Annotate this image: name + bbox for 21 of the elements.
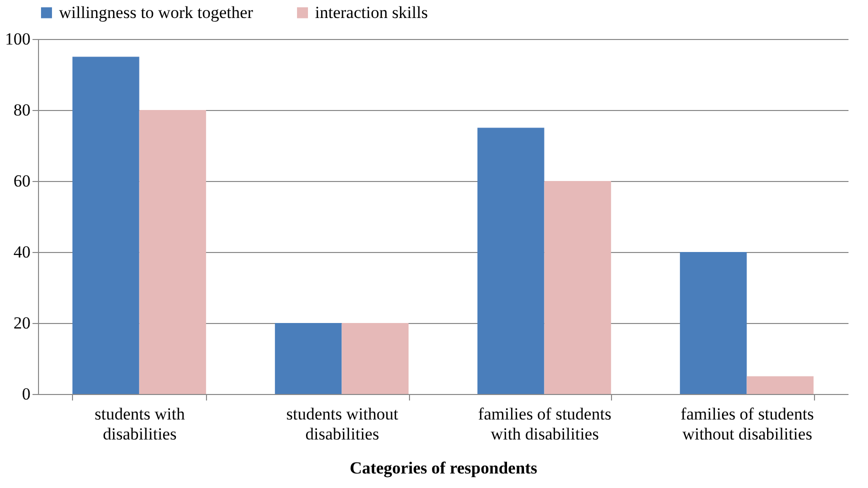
bar xyxy=(274,323,342,394)
x-tick-label: students without disabilities xyxy=(286,404,398,444)
bar xyxy=(342,323,409,394)
bar xyxy=(72,56,140,394)
y-tick-label: 40 xyxy=(14,242,30,262)
bar xyxy=(544,181,612,394)
y-tick-label: 20 xyxy=(14,314,30,332)
y-tick-label: 100 xyxy=(5,30,30,48)
bar xyxy=(477,128,544,394)
x-tick-label: families of students with disabilities xyxy=(478,404,612,444)
y-tick-label: 80 xyxy=(14,100,30,120)
legend-label: interaction skills xyxy=(315,2,428,22)
x-axis-title: Categories of respondents xyxy=(350,458,538,478)
bar xyxy=(680,252,747,394)
x-tick-label: families of students without disabilities xyxy=(680,404,814,444)
x-tick-label: students with disabilities xyxy=(94,404,186,444)
bar xyxy=(139,110,206,394)
legend-label: willingness to work together xyxy=(59,2,254,22)
y-tick-label: 60 xyxy=(14,172,30,190)
y-tick-label: 0 xyxy=(22,384,30,404)
bar xyxy=(746,376,814,394)
